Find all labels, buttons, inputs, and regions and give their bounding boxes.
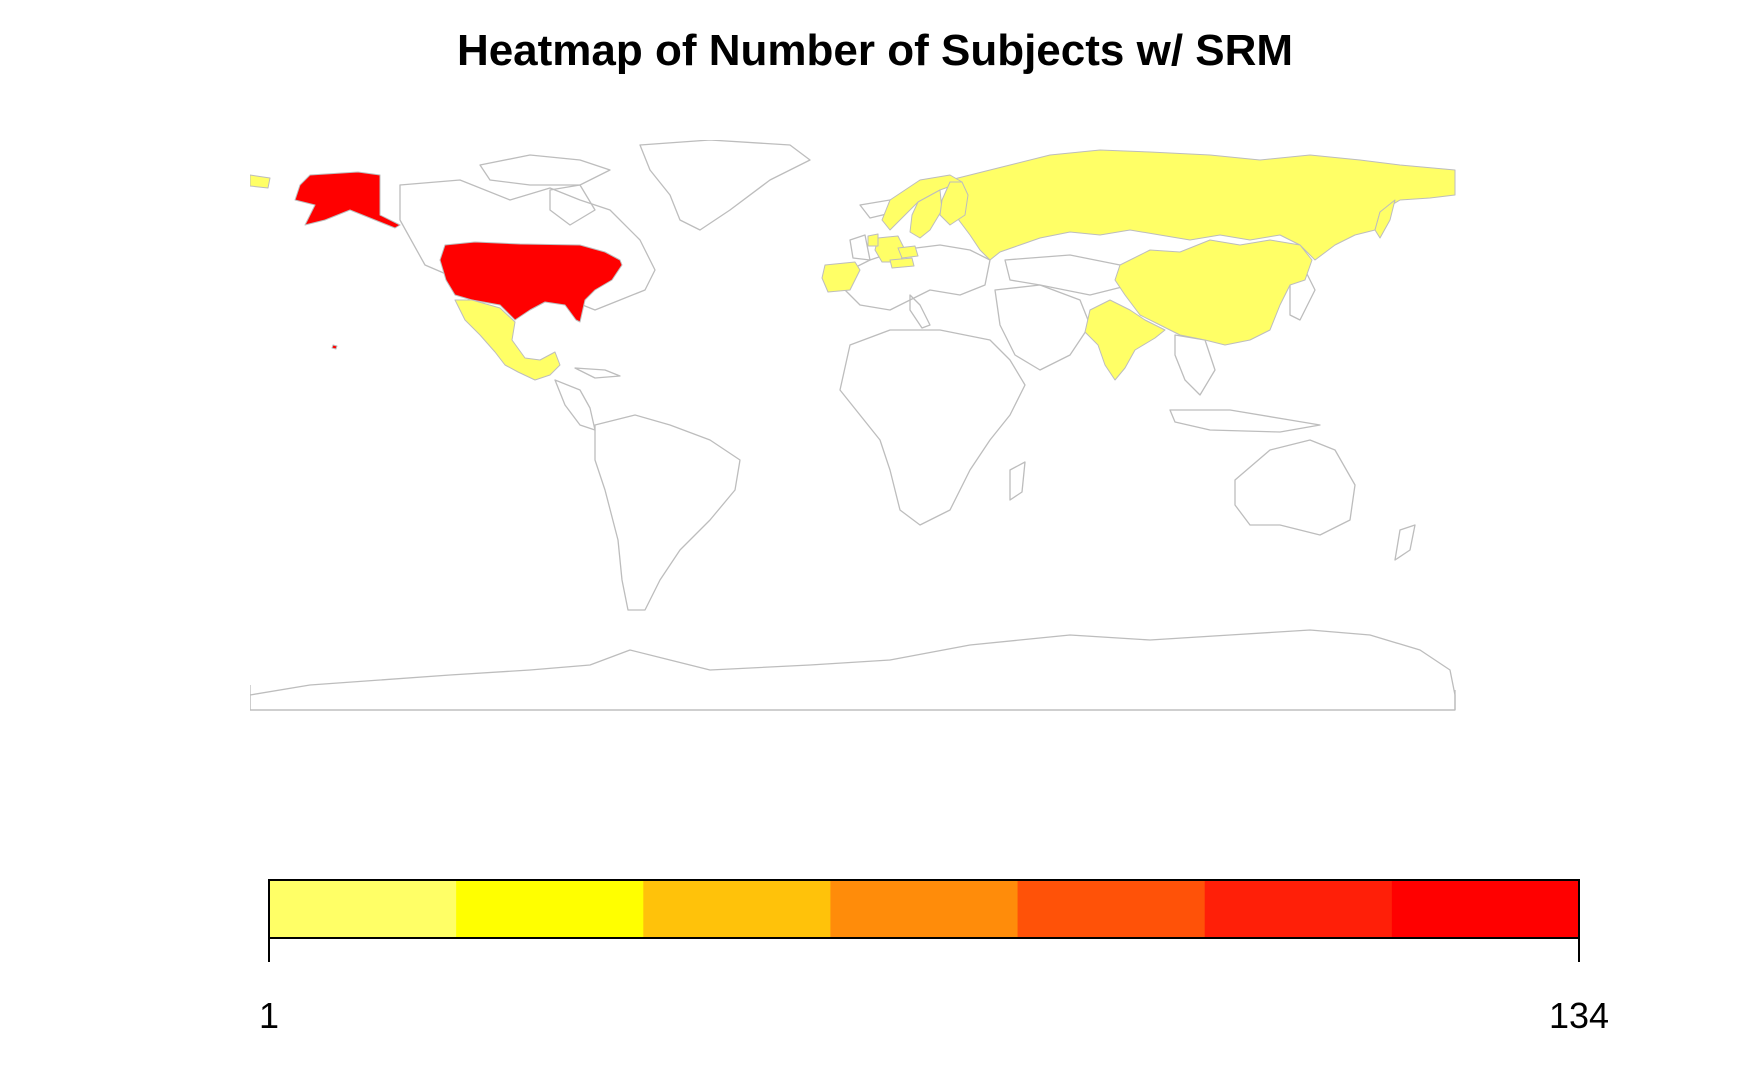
region-baffin bbox=[549, 184, 596, 226]
page-title: Heatmap of Number of Subjects w/ SRM bbox=[456, 26, 1294, 75]
region-greenland bbox=[639, 140, 811, 231]
region-united-states bbox=[439, 241, 623, 323]
region-uk bbox=[849, 234, 871, 261]
legend-color-bins bbox=[269, 880, 1580, 938]
region-middle-east bbox=[994, 284, 1091, 371]
region-russia-west-wrap bbox=[250, 174, 271, 189]
world-map bbox=[250, 140, 1456, 711]
region-india bbox=[1084, 299, 1166, 381]
region-mexico bbox=[454, 299, 561, 381]
region-central-asia bbox=[1004, 254, 1131, 296]
region-australia bbox=[1234, 439, 1356, 536]
region-russia bbox=[949, 149, 1456, 261]
legend-bin-4 bbox=[830, 880, 1019, 938]
region-hawaii bbox=[331, 344, 338, 350]
legend-bin-3 bbox=[643, 880, 831, 938]
region-austria bbox=[889, 257, 915, 269]
legend-bin-1 bbox=[269, 880, 457, 938]
region-italy bbox=[909, 294, 931, 329]
region-cuba bbox=[574, 367, 621, 379]
region-arctic-islands bbox=[479, 154, 611, 186]
legend-min-label: 1 bbox=[259, 995, 279, 1036]
region-alaska bbox=[294, 171, 401, 229]
legend-bin-2 bbox=[456, 880, 644, 938]
region-new-zealand bbox=[1394, 524, 1416, 561]
region-madagascar bbox=[1009, 461, 1026, 501]
region-antarctica bbox=[250, 629, 1456, 711]
region-finland bbox=[939, 181, 969, 226]
region-netherlands bbox=[867, 233, 879, 247]
legend-bin-5 bbox=[1017, 880, 1206, 938]
legend-bin-7 bbox=[1391, 880, 1580, 938]
region-kamchatka bbox=[1374, 199, 1396, 239]
legend-max-label: 134 bbox=[1549, 995, 1609, 1036]
region-southeast-asia bbox=[1174, 334, 1216, 396]
region-indonesia bbox=[1169, 409, 1321, 433]
region-china bbox=[1114, 239, 1313, 346]
legend-frame bbox=[268, 879, 1580, 939]
region-czechia bbox=[897, 245, 919, 259]
region-sweden bbox=[909, 189, 943, 239]
region-central-america bbox=[554, 379, 596, 431]
legend-bin-6 bbox=[1204, 880, 1393, 938]
region-africa bbox=[839, 329, 1026, 526]
region-south-america bbox=[594, 414, 741, 611]
region-spain bbox=[821, 261, 861, 293]
